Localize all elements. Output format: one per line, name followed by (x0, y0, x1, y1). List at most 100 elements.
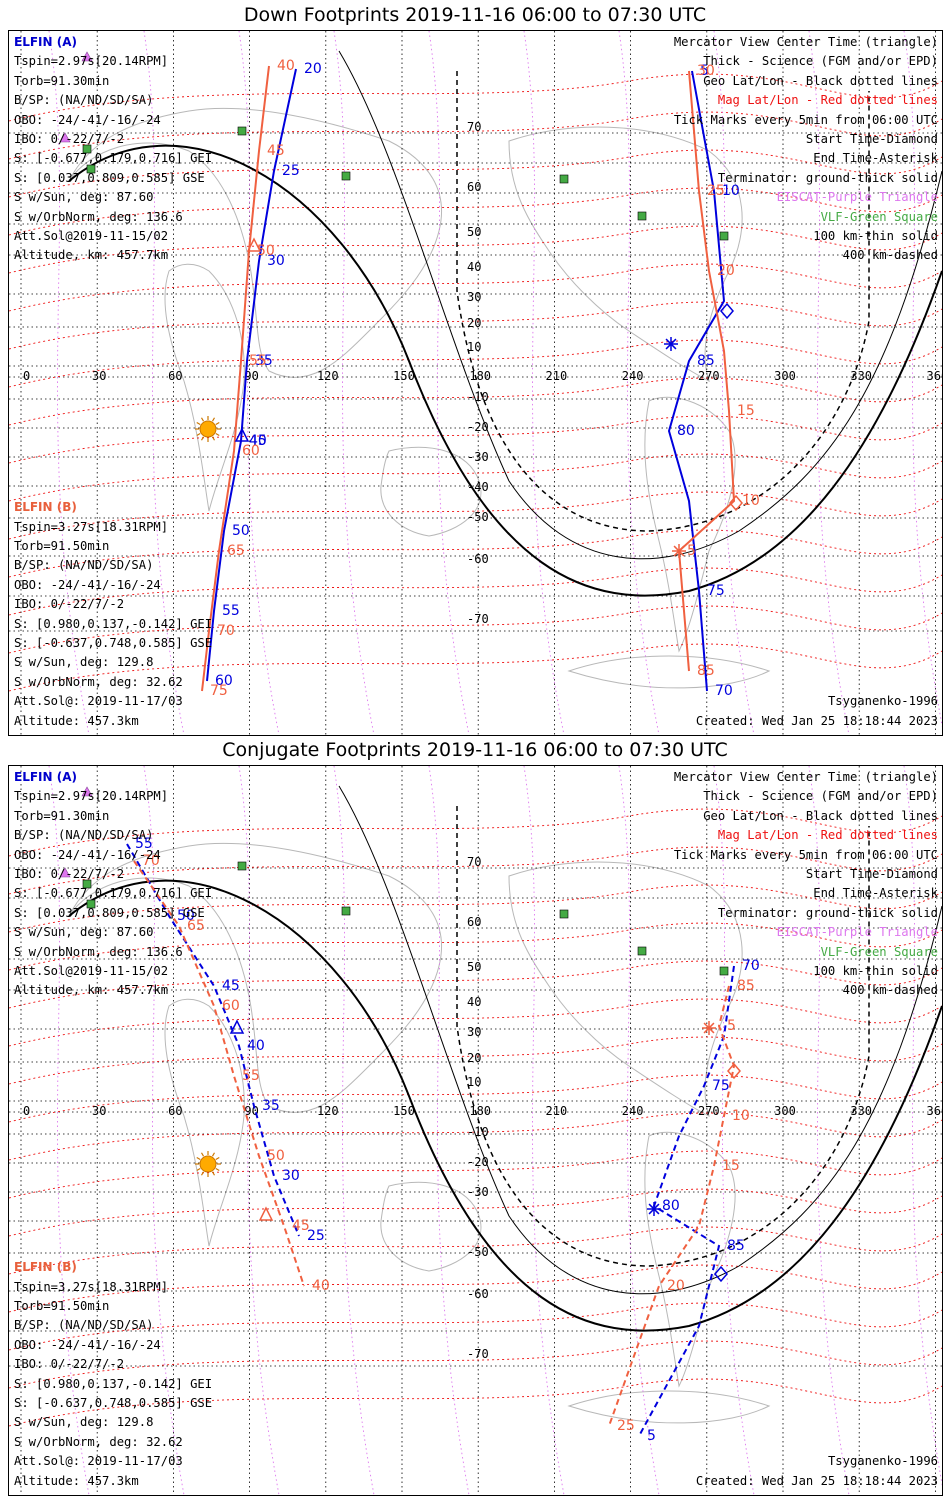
legend-item: Tick Marks every 5min from 06:00 UTC (673, 112, 938, 127)
map-panel-conjugate: 0306090120150180210240270300330360706050… (8, 765, 943, 1496)
stations (59, 786, 729, 976)
triangle-marker (258, 1206, 274, 1221)
track-tick-label: 55 (242, 1068, 260, 1084)
diamond-marker (714, 1265, 728, 1283)
square-marker (86, 899, 96, 909)
lat-label: 40 (467, 995, 481, 1009)
lon-label: 360 (927, 369, 942, 383)
stations (59, 51, 729, 241)
legend-item: Start Time-Diamond (805, 867, 938, 882)
square-marker (341, 171, 351, 181)
square-marker (719, 966, 729, 976)
track-tick-label: 55 (135, 836, 153, 852)
elfin-b-info-line: S w/Sun, deg: 129.8 (14, 655, 154, 670)
track-tick-label: 50 (232, 523, 250, 539)
map-panel-down: 0306090120150180210240270300330360706050… (8, 30, 943, 736)
elfin-a-header: ELFIN (A) (14, 35, 77, 49)
legend-item: End Time-Asterisk (813, 886, 938, 901)
legend-item: 400 km-dashed (842, 248, 938, 263)
triangle-marker (229, 1019, 245, 1034)
triangle-marker (234, 427, 250, 442)
diamond-marker (727, 1062, 741, 1080)
legend-item: Geo Lat/Lon - Black dotted lines (703, 73, 938, 88)
lat-label: 20 (467, 1051, 481, 1065)
lat-label: -70 (467, 1347, 489, 1361)
footprint-track_a1: 55 50 45 40 35 30 25 (126, 836, 325, 1244)
elfin-b-info-line: OBO: -24/-41/-16/-24 (14, 1337, 161, 1352)
lon-labels: 0 30 60 90 120 150 180 210 240 270 300 330 360 (23, 369, 942, 383)
elfin-b-info-line: Att.Sol@: 2019-11-17/03 (14, 694, 183, 709)
elfin-a-info-line: Att.Sol@2019-11-15/02 (14, 964, 169, 979)
elfin-a-info-line: Torb=91.30min (14, 808, 110, 823)
elfin-a-info-line: S w/Sun, deg: 87.60 (14, 925, 154, 940)
track-tick-label: 70 (742, 958, 760, 974)
track-tick-label: 70 (715, 683, 733, 699)
lon-label: 300 (774, 1104, 796, 1118)
lon-label: 270 (698, 1104, 720, 1118)
elfin-b-info-line: S w/Sun, deg: 129.8 (14, 1415, 154, 1430)
legend-item: Mercator View Center Time (triangle) (673, 35, 938, 49)
lon-label: 90 (244, 369, 258, 383)
track-tick-label: 65 (187, 918, 205, 934)
mag-meridians (48, 31, 942, 735)
elfin-b-info-line: B/SP: (NA/ND/SD/SA) (14, 1318, 154, 1333)
elfin-b-info-line: S w/OrbNorm, deg: 32.62 (14, 674, 183, 689)
lat-label: 60 (467, 180, 481, 194)
diamond-marker (720, 302, 734, 320)
legend: Mercator View Center Time (triangle) Thic… (674, 768, 938, 1001)
elfin-a-info-line: Att.Sol@2019-11-15/02 (14, 229, 169, 244)
lon-label: 60 (168, 369, 182, 383)
lon-label: 180 (469, 1104, 491, 1118)
legend: Mercator View Center Time (triangle) Thic… (674, 33, 938, 266)
legend-item: End Time-Asterisk (813, 151, 938, 166)
track-tick-label: 40 (249, 433, 267, 449)
lat-label: -50 (467, 1245, 489, 1259)
track-tick-label: 15 (722, 1158, 740, 1174)
lat-label: 30 (467, 1025, 481, 1039)
mag-grid (9, 808, 942, 1427)
lat-label: 50 (467, 960, 481, 974)
continent-outlines (68, 842, 771, 1424)
diamond-marker (729, 494, 743, 512)
lon-label: 240 (622, 369, 644, 383)
elfin-a-info-line: B/SP: (NA/ND/SD/SA) (14, 828, 154, 843)
geo-grid (9, 31, 942, 735)
mercator-map: 0306090120150180210240270300330360706050… (9, 31, 942, 735)
track-markers (234, 237, 743, 558)
track-tick-label: 25 (617, 1418, 635, 1434)
track-tick-label: 20 (667, 1278, 685, 1294)
elfin-b-info-line: IBO: 0/-22/7/-2 (14, 1357, 125, 1372)
track-tick-label: 40 (247, 1038, 265, 1054)
footprint-track_b1: 70 65 60 55 50 45 40 (133, 853, 330, 1294)
lat-label: 30 (467, 290, 481, 304)
track-tick-label: 45 (222, 978, 240, 994)
track-tick-label: 50 (267, 1148, 285, 1164)
triangle-marker (81, 786, 93, 797)
lat-label: -40 (467, 480, 489, 494)
track-tick-label: 45 (267, 143, 285, 159)
track-tick-label: 85 (697, 663, 715, 679)
square-marker (237, 861, 247, 871)
track-tick-label: 40 (312, 1278, 330, 1294)
elfin-b-info-line: IBO: 0/-22/7/-2 (14, 597, 125, 612)
elfin-b-info-line: S: [-0.637,0.748,0.585] GSE (14, 635, 213, 650)
lon-label: 30 (92, 1104, 106, 1118)
footprint-track_b2: 85 5 10 15 20 25 (608, 978, 755, 1434)
lon-label: 0 (23, 369, 30, 383)
elfin-a-info-line: IBO: 0/-22/7/-2 (14, 867, 125, 882)
continent-outlines (68, 107, 771, 689)
track-tick-label: 70 (217, 623, 235, 639)
track-tick-label: 5 (727, 1018, 736, 1034)
elfin-a-info-line: Torb=91.30min (14, 73, 110, 88)
square-marker (559, 174, 569, 184)
track-tick-label: 55 (222, 603, 240, 619)
track-tick-label: 60 (215, 673, 233, 689)
legend-item-mag: Mag Lat/Lon - Red dotted lines (717, 828, 938, 843)
elfin-b-info-line: Altitude: 457.3km (14, 1473, 139, 1488)
created-timestamp: Created: Wed Jan 25 18:18:44 2023 (695, 713, 938, 728)
track-tick-label: 50 (257, 243, 275, 259)
triangle-marker (246, 237, 262, 252)
track-tick-label: 20 (304, 61, 322, 77)
footprint-track_a2: 70 75 80 85 5 (638, 958, 760, 1444)
elfin-a-info-line: Tspin=2.97s[20.14RPM] (14, 54, 169, 69)
